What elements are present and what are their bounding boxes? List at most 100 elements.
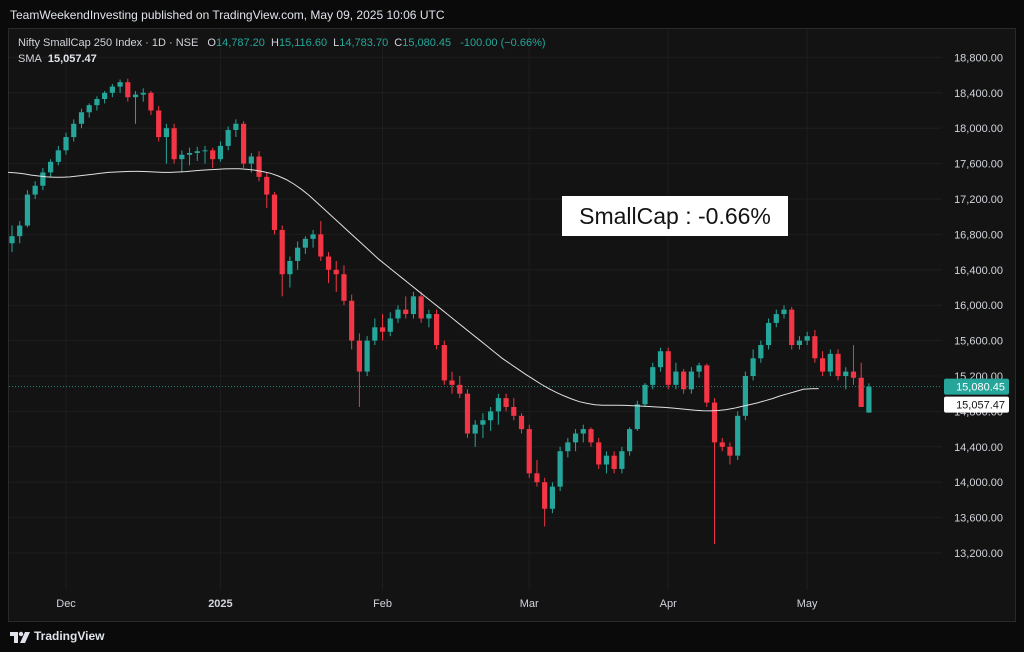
candle-body — [704, 365, 710, 403]
publisher-text: TeamWeekendInvesting published on Tradin… — [10, 8, 445, 22]
candle-body — [750, 358, 756, 376]
candle-body — [256, 156, 262, 177]
candle-body — [287, 260, 293, 275]
candle-body — [48, 161, 54, 173]
candle-body — [325, 256, 332, 270]
candle-body — [580, 429, 586, 434]
y-tick-label: 13,600.00 — [954, 513, 1003, 525]
open-label: O — [207, 37, 216, 49]
tradingview-logo-icon — [10, 631, 30, 643]
candle-body — [735, 415, 741, 456]
candle-body — [503, 398, 509, 407]
candle-body — [310, 234, 316, 239]
y-tick-label: 16,800.00 — [954, 229, 1003, 241]
candle-body — [302, 238, 308, 248]
candle-body — [665, 351, 671, 385]
candle-body — [202, 150, 208, 152]
close-price-tag — [944, 378, 1009, 395]
candle-body — [727, 446, 733, 456]
candle-body — [650, 367, 656, 385]
x-tick-label: Feb — [373, 598, 392, 610]
candle-body — [804, 336, 810, 341]
candle-body — [349, 300, 355, 341]
candle-body — [9, 236, 15, 244]
candle-body — [71, 123, 77, 138]
candle-body — [395, 309, 401, 319]
candle-body — [140, 92, 146, 95]
candle-body — [611, 455, 617, 469]
candle-body — [781, 309, 787, 315]
candle-body — [271, 194, 278, 230]
candle-body — [588, 429, 594, 443]
sma-price-label: 15,057.47 — [956, 400, 1005, 412]
candle-body — [572, 433, 579, 443]
candle-body — [441, 345, 447, 381]
x-tick-label: May — [797, 598, 818, 610]
candle-body — [565, 442, 571, 452]
candle-body — [102, 92, 108, 99]
x-tick-label: Mar — [520, 598, 539, 610]
candle-body — [125, 82, 131, 98]
candle-body — [379, 327, 386, 332]
candle-body — [742, 376, 748, 416]
candle-body — [596, 442, 602, 465]
open-value: 14,787.20 — [215, 37, 265, 49]
y-tick-label: 15,600.00 — [954, 336, 1003, 348]
candle-body — [40, 172, 46, 186]
ohlc-row: Nifty SmallCap 250 Index · 1D · NSE O14,… — [18, 35, 546, 51]
y-tick-label: 14,400.00 — [954, 442, 1003, 454]
candle-body — [603, 455, 610, 465]
candle-body — [549, 486, 555, 509]
candle-body — [210, 150, 216, 160]
candle-body — [78, 112, 85, 124]
symbol-label[interactable]: Nifty SmallCap 250 Index · 1D · NSE — [18, 37, 199, 49]
candle-body — [387, 318, 393, 332]
candle-body — [426, 314, 432, 319]
candle-body — [789, 309, 795, 346]
candle-body — [619, 451, 625, 469]
candle-body — [858, 377, 864, 407]
candle-body — [132, 94, 139, 98]
tradingview-brand: TradingView — [34, 629, 105, 643]
chart-pane[interactable] — [8, 28, 1016, 622]
candle-body — [233, 123, 239, 130]
close-price-label: 15,080.45 — [956, 382, 1005, 394]
candle-body — [24, 194, 31, 226]
candle-body — [796, 340, 803, 346]
close-value: 15,080.45 — [402, 37, 452, 49]
candle-body — [850, 371, 857, 378]
change-value: -100.00 (−0.66%) — [460, 37, 546, 49]
candle-body — [495, 398, 501, 412]
close-label: C — [394, 37, 403, 49]
candle-body — [32, 185, 38, 195]
candle-body — [472, 424, 478, 434]
sma-label[interactable]: SMA — [18, 53, 42, 65]
candle-body — [364, 340, 370, 372]
candle-body — [534, 473, 540, 483]
candle-body — [464, 393, 471, 434]
candle-body — [457, 384, 463, 394]
candle-body — [156, 110, 162, 138]
candle-body — [241, 123, 247, 164]
candle-body — [434, 314, 440, 346]
candle-body — [835, 353, 841, 376]
y-tick-label: 16,000.00 — [954, 300, 1003, 312]
y-tick-label: 13,200.00 — [954, 548, 1003, 560]
candle-body — [488, 411, 494, 421]
x-tick-label: Apr — [660, 598, 677, 610]
candle-body — [356, 340, 362, 372]
annotation-text: SmallCap : -0.66% — [579, 203, 771, 229]
candle-body — [449, 380, 455, 385]
annotation-box — [562, 196, 788, 236]
candle-body — [163, 128, 169, 138]
candle-body — [109, 86, 115, 93]
candle-body — [55, 150, 61, 162]
candle-body — [719, 442, 725, 447]
candle-body — [372, 327, 378, 341]
candle-body — [511, 406, 517, 416]
candle-body — [688, 371, 694, 390]
candle-body — [526, 429, 532, 474]
candle-body — [773, 314, 779, 323]
sma-line — [8, 168, 819, 412]
